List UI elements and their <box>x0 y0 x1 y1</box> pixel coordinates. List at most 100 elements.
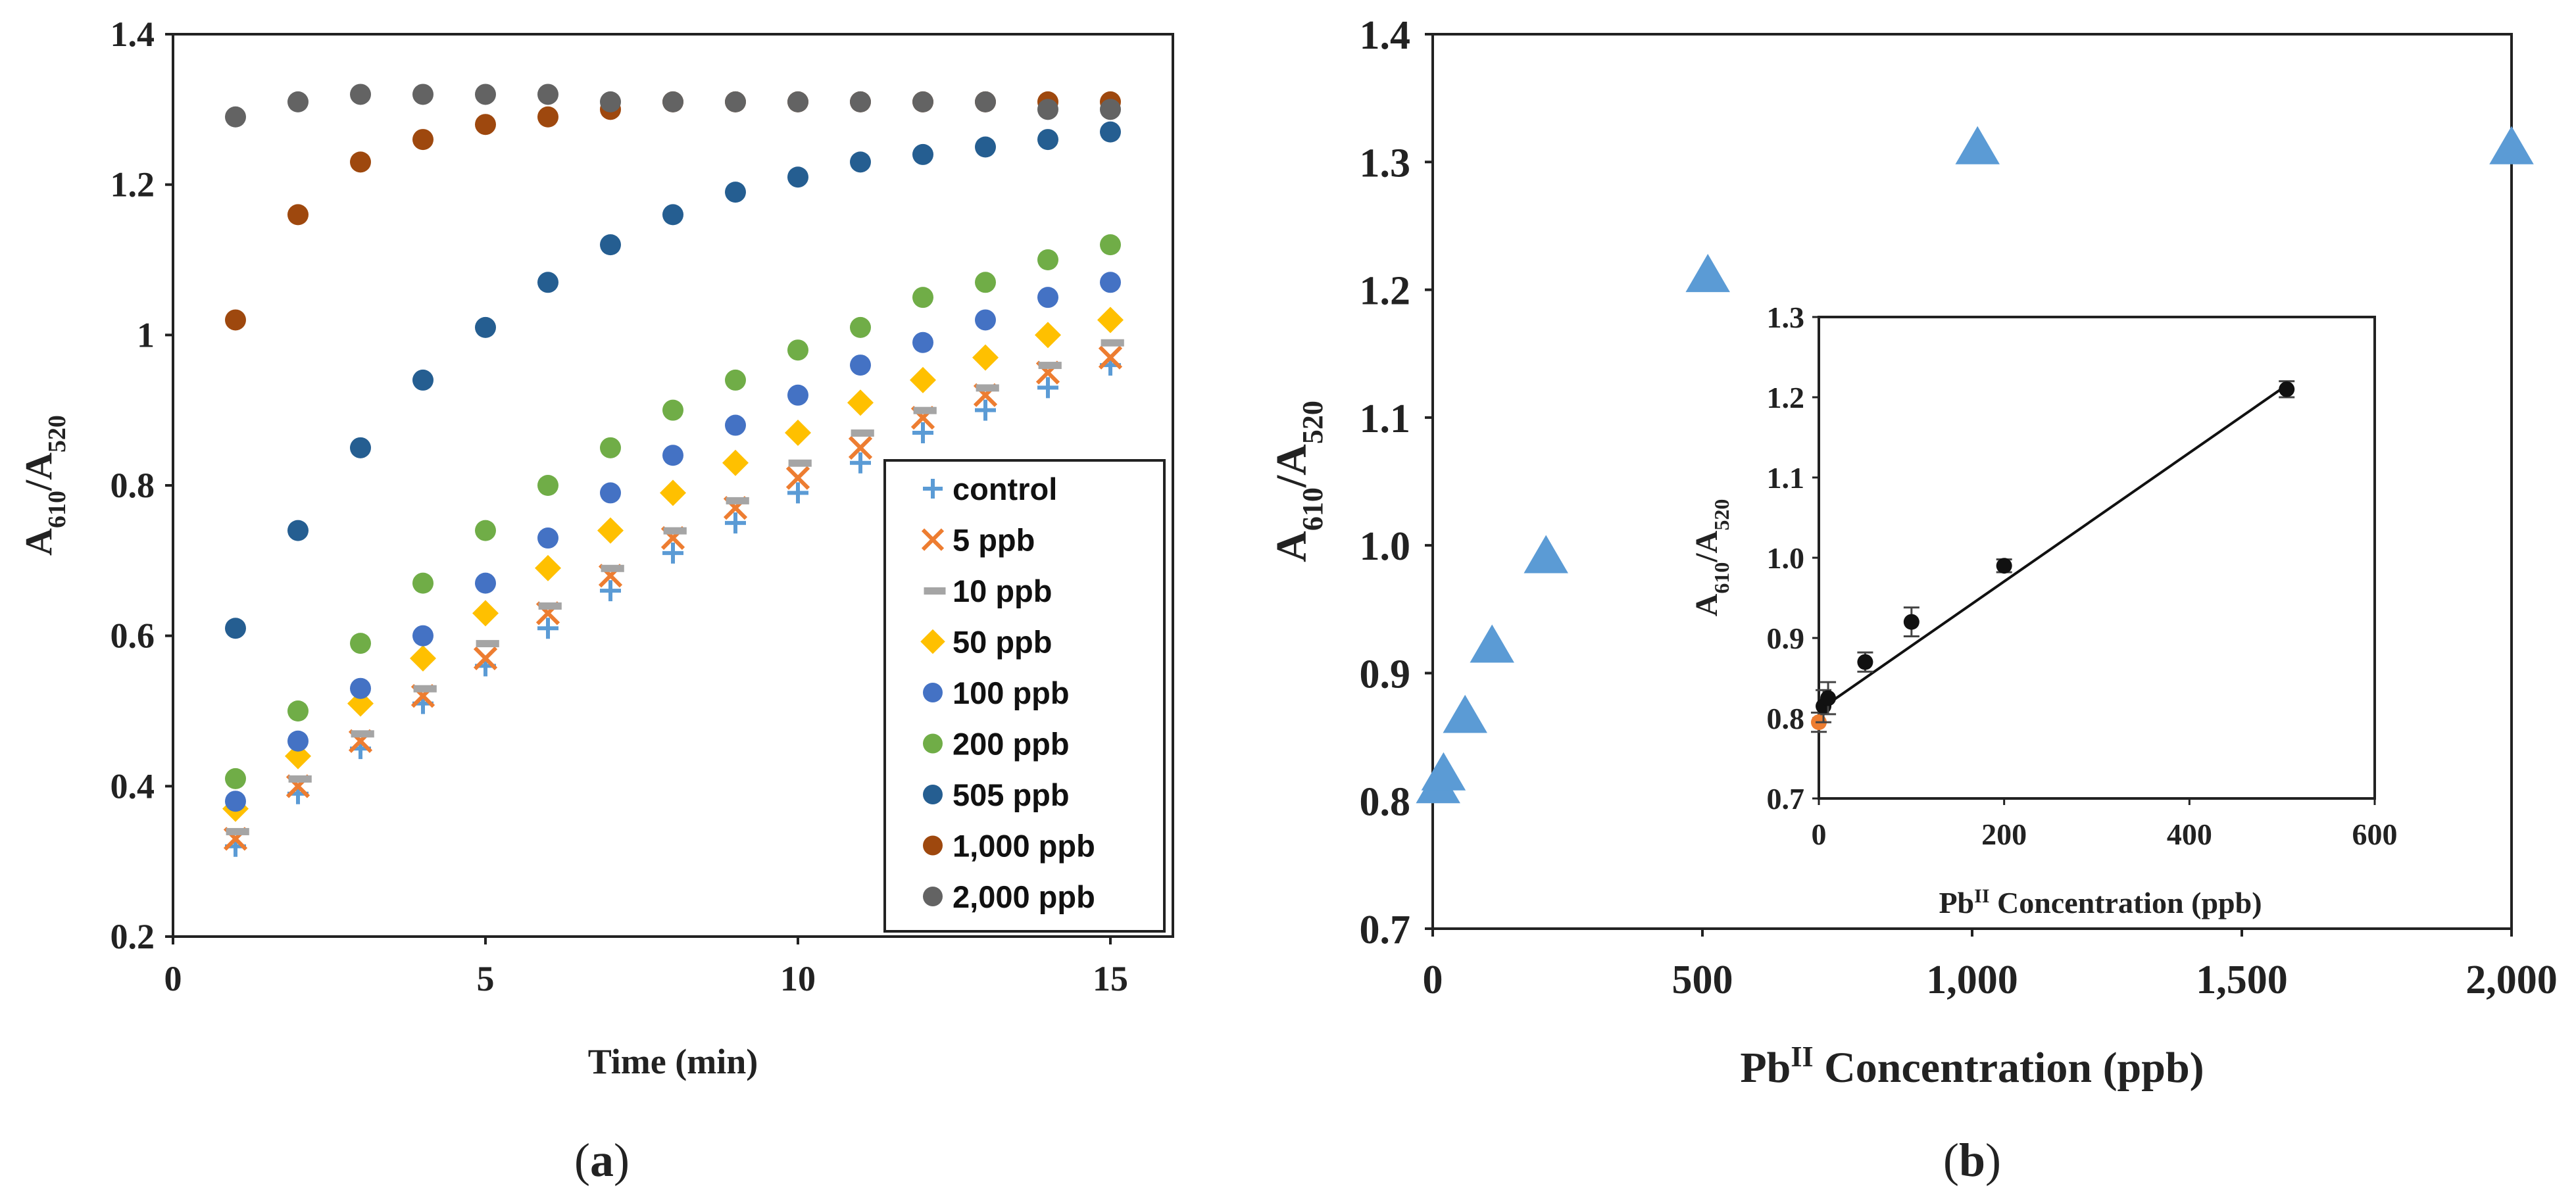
panel-b-marks <box>1416 126 2534 804</box>
data-point <box>975 272 996 293</box>
caption-b: (b) <box>1943 1134 2001 1187</box>
data-point <box>225 791 246 812</box>
data-point <box>287 730 309 752</box>
panel-a-marks <box>222 84 1124 857</box>
y-tick-label: 1.2 <box>1767 381 1805 414</box>
data-point <box>912 91 933 112</box>
data-point <box>850 355 871 376</box>
data-point <box>1100 99 1121 120</box>
x-tick-label: 500 <box>1672 958 1733 1002</box>
data-point <box>412 129 433 151</box>
data-point <box>1100 272 1121 293</box>
data-point <box>225 618 246 639</box>
data-point <box>475 114 496 135</box>
data-point <box>1101 339 1124 347</box>
data-point <box>476 640 499 648</box>
x-tick-label: 5 <box>477 959 495 998</box>
panel-b-plot: 0 500 1,000 1,500 2,000 0.7 0.8 0.9 1.0 1.1 1.2 1.3… <box>1268 13 2558 1092</box>
legend-label: 100 ppb <box>953 675 1070 710</box>
x-tick-label: 600 <box>2352 818 2398 851</box>
legend-label: 50 ppb <box>953 625 1052 660</box>
triangle-point <box>1421 752 1466 791</box>
data-point <box>850 151 871 173</box>
data-point <box>787 166 808 188</box>
inset-point <box>1996 558 2012 574</box>
data-point <box>287 91 309 112</box>
y-tick-label: 0.6 <box>111 616 155 656</box>
data-point <box>725 369 746 391</box>
data-point <box>1035 322 1061 349</box>
y-tick-label: 0.7 <box>1767 782 1805 816</box>
data-point <box>601 564 624 572</box>
data-point <box>225 309 246 331</box>
data-point <box>972 344 999 371</box>
x-tick-label: 10 <box>780 959 816 998</box>
data-point <box>600 234 621 256</box>
data-point <box>537 84 558 105</box>
series-200-ppb <box>225 234 1121 789</box>
legend-marker <box>923 733 943 754</box>
panel-a-y-axis-label: A610/A520 <box>17 415 71 556</box>
data-point <box>848 435 873 460</box>
triangle-point <box>1955 126 2000 164</box>
data-point <box>537 106 558 128</box>
data-point <box>725 414 746 436</box>
y-tick-label: 0.8 <box>1767 702 1805 735</box>
panel-b-ticks: 0 500 1,000 1,500 2,000 0.7 0.8 0.9 1.0 1.1 1.2 1.3… <box>1360 13 2558 1002</box>
inset-point <box>1903 614 1920 630</box>
panel-a-plot: 0 5 10 15 0.2 0.4 0.6 0.8 1 1.2 1.4 Time (min) A61… <box>17 14 1174 1081</box>
data-point <box>350 151 371 173</box>
legend-label: 2,000 ppb <box>953 879 1095 914</box>
data-point <box>847 389 874 416</box>
data-point <box>475 572 496 594</box>
data-point <box>473 646 498 671</box>
data-point <box>287 700 309 722</box>
series-100-ppb <box>225 272 1121 812</box>
inset-marks <box>1811 380 2295 733</box>
legend-label: 10 ppb <box>953 574 1052 608</box>
y-tick-label: 1.1 <box>1767 461 1805 495</box>
caption-a: (a) <box>574 1134 630 1187</box>
data-point <box>725 91 746 112</box>
inset-x-axis-label: PbII Concentration (ppb) <box>1939 885 2262 920</box>
y-tick-label: 1.1 <box>1360 397 1411 441</box>
data-point <box>537 618 558 639</box>
data-point <box>785 419 811 446</box>
x-tick-label: 0 <box>1423 958 1443 1002</box>
data-point <box>472 600 499 627</box>
triangle-point <box>1523 535 1568 574</box>
data-point <box>788 459 812 467</box>
panel-b-y-axis-label: A610/A520 <box>1268 401 1329 562</box>
inset-point <box>2279 381 2295 397</box>
data-point <box>1037 99 1058 120</box>
y-tick-label: 1.0 <box>1767 541 1805 575</box>
series-10-ppb <box>226 339 1124 835</box>
legend-label: 1,000 ppb <box>953 829 1095 864</box>
legend-marker <box>923 835 943 856</box>
data-point <box>662 445 683 466</box>
data-point <box>1097 306 1124 333</box>
x-tick-label: 0 <box>164 959 182 998</box>
legend-marker <box>923 887 943 906</box>
data-point <box>350 633 371 654</box>
data-point <box>725 182 746 203</box>
data-point <box>412 369 433 391</box>
data-point <box>537 272 558 293</box>
data-point <box>662 91 683 112</box>
panel-a-x-axis-label: Time (min) <box>588 1042 758 1081</box>
data-point <box>597 517 624 544</box>
legend-marker <box>923 785 943 804</box>
y-tick-label: 0.9 <box>1360 652 1411 697</box>
data-point <box>975 309 996 331</box>
data-point <box>600 580 621 602</box>
y-tick-label: 1.4 <box>1360 13 1411 58</box>
data-point <box>1100 234 1121 256</box>
data-point <box>662 399 683 421</box>
data-point <box>1100 121 1121 143</box>
data-point <box>350 84 371 105</box>
data-point <box>475 520 496 541</box>
series-505-ppb <box>225 121 1121 639</box>
x-tick-label: 0 <box>1812 818 1827 851</box>
inset-point <box>1857 654 1873 670</box>
data-point <box>285 743 311 770</box>
